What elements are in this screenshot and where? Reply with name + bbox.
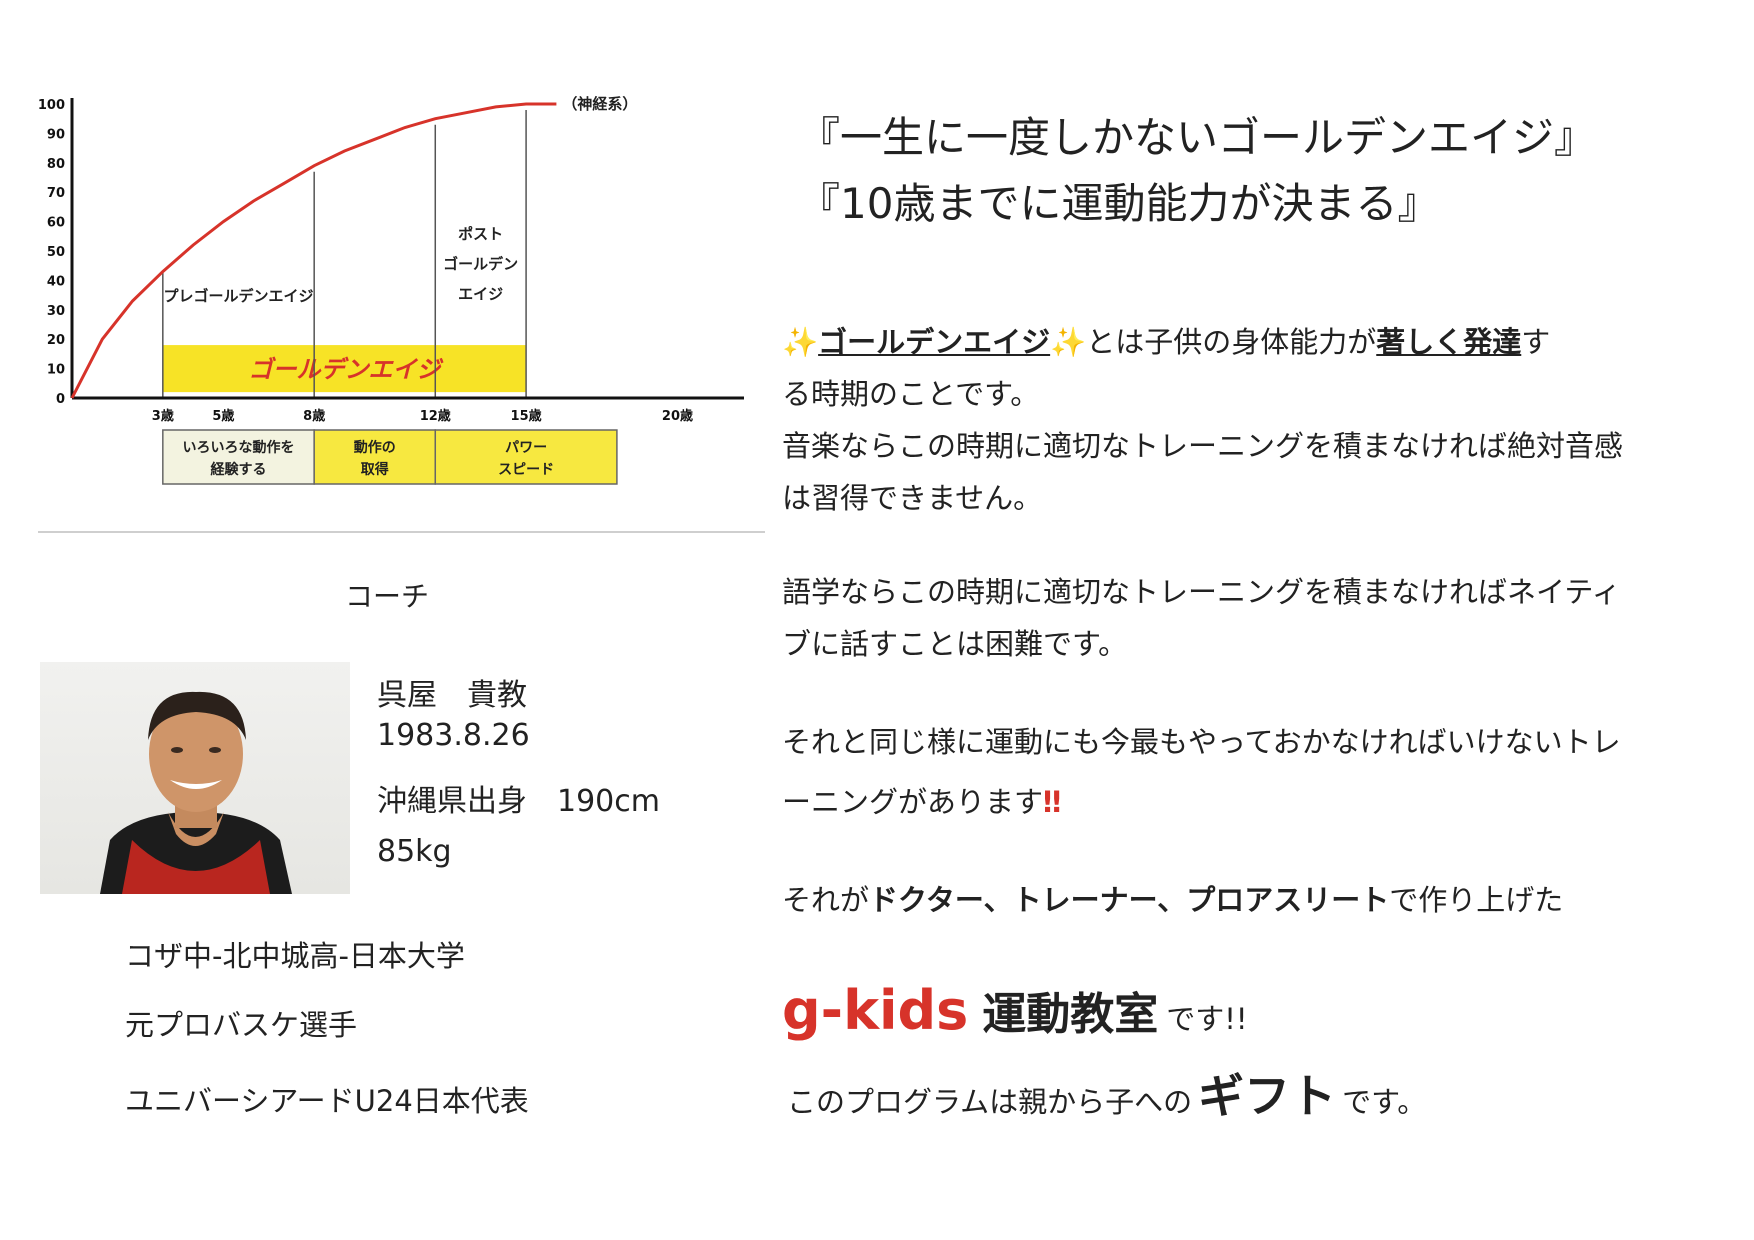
made-by-experts: ドクター、トレーナー、プロアスリート xyxy=(869,883,1390,917)
exclamation-icon: ‼ xyxy=(1043,785,1062,819)
activity-box-label: いろいろな動作を xyxy=(183,439,295,456)
x-tick-label: 12歳 xyxy=(420,408,451,424)
activity-box-label: パワー xyxy=(505,440,547,456)
golden-age-band-label: ゴールデンエイジ xyxy=(248,356,443,384)
coach-portrait-icon xyxy=(100,691,292,894)
gift-line: このプログラムは親から子への ギフト です。 xyxy=(787,1060,1426,1126)
golden-age-band-rect xyxy=(162,345,527,393)
gift-word: ギフト xyxy=(1198,1069,1337,1123)
golden-age-band: ゴールデンエイジ xyxy=(162,345,527,393)
sports-paragraph: それと同じ様に運動にも今最もやっておかなければいけないトレーニングがあります‼ xyxy=(782,712,1642,832)
activity-box-label: スピード xyxy=(498,462,554,478)
coach-birthday: 1983.8.26 xyxy=(377,718,530,753)
made-by-pre: それが xyxy=(782,883,870,917)
sports-text: それと同じ様に運動にも今最もやっておかなければいけないトレーニングがあります xyxy=(782,725,1621,819)
coach-name: 呉屋 貴教 xyxy=(377,678,527,713)
coach-photo xyxy=(40,662,350,894)
x-tick-label: 3歳 xyxy=(152,408,174,424)
language-paragraph: 語学ならこの時期に適切なトレーニングを積まなければネイティブに話すことは困難です… xyxy=(782,575,1621,661)
slogan-age-ten: 『10歳までに運動能力が決まる』 xyxy=(798,179,1440,228)
career-pro: 元プロバスケ選手 xyxy=(125,1008,358,1042)
activity-box xyxy=(434,429,618,485)
y-tick-label: 30 xyxy=(47,304,65,319)
intro-text: とは子供の身体能力が xyxy=(1086,325,1377,359)
y-tick-label: 10 xyxy=(47,363,65,378)
activity-box-label: 経験する xyxy=(211,461,267,478)
gift-post: です。 xyxy=(1342,1085,1427,1119)
y-tick-label: 70 xyxy=(47,186,65,201)
y-tick-label: 60 xyxy=(47,216,65,231)
music-text: 音楽ならこの時期に適切なトレーニングを積まなければ絶対音感は習得できません。 xyxy=(782,429,1624,515)
sparkle-icon: ✨ xyxy=(1050,325,1087,359)
coach-weight: 85kg xyxy=(377,834,452,869)
x-tick-label: 8歳 xyxy=(303,408,325,424)
brand-line: g-kids 運動教室 です!! xyxy=(782,978,1248,1042)
y-tick-label: 80 xyxy=(47,157,65,172)
y-tick-label: 100 xyxy=(38,98,65,113)
coach-origin-height: 沖縄県出身 190cm xyxy=(377,784,660,819)
intro-line-2: る時期のことです。 xyxy=(782,377,1040,411)
gift-pre: このプログラムは親から子への xyxy=(787,1085,1193,1119)
y-tick-label: 0 xyxy=(56,392,65,407)
activity-box xyxy=(313,429,437,485)
intro-text-end: す xyxy=(1521,325,1551,359)
phase-label-post-golden: ポスト xyxy=(458,225,503,243)
y-tick-label: 50 xyxy=(47,245,65,260)
phase-label-post-golden: エイジ xyxy=(458,285,503,303)
activity-box-label: 動作の xyxy=(354,439,396,456)
series-label: （神経系） xyxy=(562,95,637,113)
brand-name: g-kids xyxy=(782,979,969,1042)
made-by-line: それがドクター、トレーナー、プロアスリートで作り上げた xyxy=(782,874,1642,926)
highlight-development: 著しく発達 xyxy=(1376,325,1522,359)
y-tick-label: 40 xyxy=(47,274,65,289)
phase-label-post-golden: ゴールデン xyxy=(443,255,518,273)
x-tick-label: 15歳 xyxy=(511,408,542,424)
career-education: コザ中-北中城高-日本大学 xyxy=(125,939,465,973)
x-tick-label: 5歳 xyxy=(212,408,234,424)
intro-paragraph: ✨ゴールデンエイジ✨とは子供の身体能力が著しく発達す る時期のことです。 音楽な… xyxy=(782,316,1642,524)
sparkle-icon: ✨ xyxy=(782,325,819,359)
x-tick-label: 20歳 xyxy=(662,408,693,424)
nervous-system-curve xyxy=(70,102,557,399)
y-tick-label: 90 xyxy=(47,127,65,142)
brand-tail: です!! xyxy=(1166,1002,1248,1036)
phase-label-pre-golden: プレゴールデンエイジ xyxy=(163,287,313,305)
career-national-team: ユニバーシアードU24日本代表 xyxy=(125,1084,529,1118)
brand-kanji: 運動教室 xyxy=(982,989,1159,1040)
activity-box-label: 取得 xyxy=(361,461,389,478)
y-tick-label: 20 xyxy=(47,333,65,348)
slogan-golden-age: 『一生に一度しかないゴールデンエイジ』 xyxy=(798,113,1597,162)
golden-age-term: ゴールデンエイジ xyxy=(818,325,1051,359)
coach-heading: コーチ xyxy=(345,580,430,613)
made-by-post: で作り上げた xyxy=(1389,883,1564,917)
